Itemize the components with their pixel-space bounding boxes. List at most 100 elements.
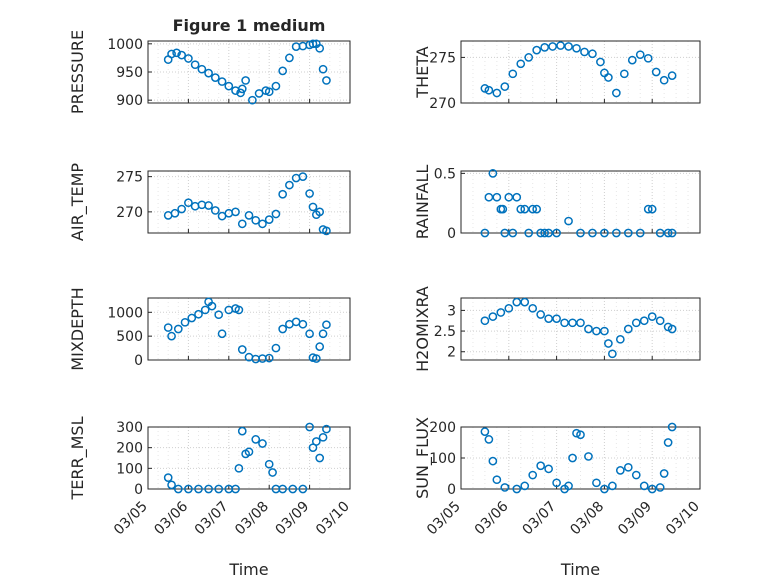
- subplot-4: 0 500 1000 MIXDEPTH: [68, 287, 351, 371]
- data-point: [268, 468, 277, 477]
- data-point: [584, 452, 593, 461]
- data-point: [647, 484, 657, 494]
- data-point: [278, 189, 288, 199]
- y-tick-label: 100: [429, 451, 456, 467]
- axes-frame: [147, 426, 351, 490]
- y-axis-label: RAINFALL: [413, 165, 432, 240]
- data-point: [214, 310, 224, 320]
- data-point: [512, 484, 522, 494]
- data-point: [615, 466, 625, 475]
- y-tick-label: 0: [134, 353, 143, 369]
- x-tick-label: 03/10: [313, 499, 353, 539]
- data-point: [173, 324, 183, 334]
- y-axis-label: SUN_FLUX: [413, 417, 433, 499]
- x-tick-label: 03/09: [273, 499, 313, 539]
- data-point: [556, 41, 565, 50]
- data-point: [264, 353, 274, 363]
- data-point: [234, 463, 244, 473]
- y-tick-label: 200: [116, 441, 143, 457]
- data-point: [305, 189, 314, 198]
- y-tick-label: 200: [429, 420, 456, 436]
- data-point: [264, 459, 274, 469]
- data-point: [311, 354, 321, 363]
- data-point: [210, 73, 220, 82]
- data-point: [278, 484, 288, 494]
- data-point: [184, 198, 193, 208]
- data-point: [655, 316, 665, 326]
- data-point: [520, 204, 530, 214]
- data-point: [572, 43, 581, 53]
- data-point: [498, 204, 508, 214]
- data-point: [214, 484, 224, 494]
- data-point: [544, 228, 553, 238]
- data-point: [167, 331, 176, 341]
- data-point: [315, 43, 325, 53]
- data-point: [604, 73, 613, 82]
- data-point: [524, 53, 534, 62]
- data-point: [173, 484, 183, 494]
- data-point: [592, 326, 601, 336]
- data-point: [500, 82, 510, 91]
- data-point: [484, 85, 494, 95]
- data-point: [615, 334, 625, 344]
- data-point: [315, 207, 325, 217]
- y-tick-label: 275: [429, 50, 456, 66]
- y-tick-label: 0: [447, 226, 456, 242]
- data-point: [492, 192, 502, 202]
- y-tick-label: 950: [116, 65, 143, 81]
- data-point: [231, 207, 240, 217]
- data-point: [322, 320, 331, 330]
- data-point: [655, 483, 665, 492]
- data-point: [184, 54, 193, 63]
- y-tick-label: 275: [116, 170, 143, 186]
- y-axis-label: AIR_TEMP: [68, 163, 88, 241]
- data-point: [480, 228, 490, 238]
- data-point: [194, 309, 203, 319]
- data-point: [647, 312, 657, 321]
- data-point: [244, 447, 254, 457]
- data-point: [604, 339, 613, 348]
- x-tick-label: 03/07: [520, 499, 560, 539]
- data-point: [528, 303, 538, 313]
- data-point: [516, 59, 526, 69]
- data-point: [528, 470, 538, 480]
- data-point: [659, 469, 669, 478]
- data-point: [576, 430, 585, 440]
- data-point: [651, 67, 661, 77]
- data-point: [322, 424, 331, 434]
- data-point: [568, 318, 577, 328]
- chart-title: Figure 1 medium: [173, 16, 326, 35]
- data-point: [552, 314, 561, 324]
- axes-frame: [460, 170, 701, 234]
- data-point: [639, 316, 649, 326]
- x-tick-label: 03/06: [151, 498, 191, 538]
- data-point: [318, 329, 328, 339]
- data-point: [234, 305, 244, 315]
- data-point: [194, 484, 203, 494]
- data-point: [224, 81, 234, 91]
- data-point: [655, 228, 665, 238]
- data-point: [500, 483, 510, 492]
- data-point: [271, 81, 281, 91]
- data-point: [596, 57, 605, 67]
- data-point: [258, 219, 267, 229]
- data-point: [623, 228, 633, 238]
- data-point: [612, 228, 621, 238]
- data-point: [552, 228, 561, 238]
- data-point: [190, 201, 200, 211]
- data-point: [167, 480, 176, 490]
- data-point: [623, 462, 633, 472]
- data-point: [285, 53, 294, 63]
- y-tick-label: 2: [447, 345, 456, 361]
- data-point: [177, 50, 187, 60]
- y-tick-label: 1000: [107, 37, 143, 53]
- data-point: [200, 305, 210, 315]
- y-tick-label: 2.5: [434, 324, 456, 340]
- x-tick-label: 03/10: [663, 499, 703, 539]
- data-point: [251, 435, 261, 444]
- data-point: [600, 228, 609, 238]
- data-point: [251, 215, 261, 225]
- data-point: [536, 228, 546, 238]
